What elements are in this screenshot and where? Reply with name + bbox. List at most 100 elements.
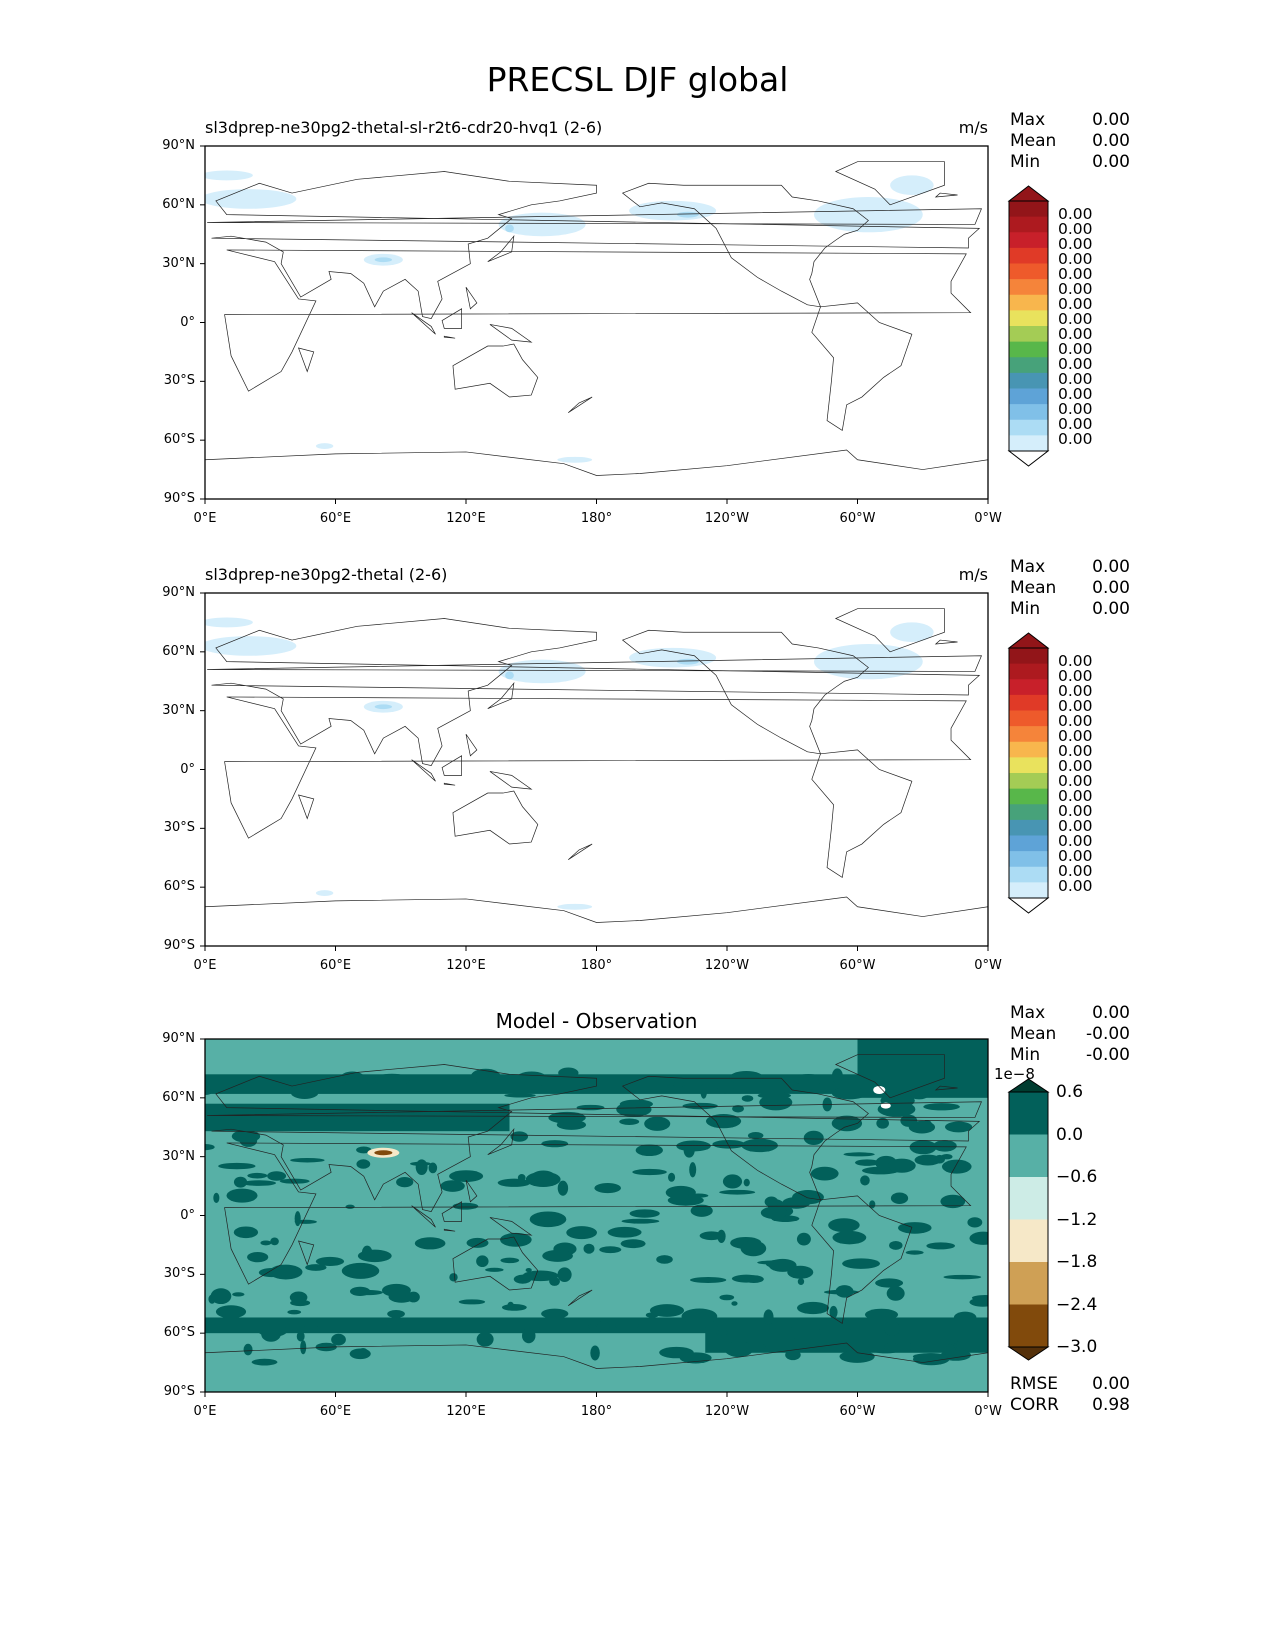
stat-value: 0.00 [1092,557,1130,577]
coastline [207,208,983,225]
diff-contour [542,1249,573,1262]
diff-contour [810,1166,839,1181]
diff-contour [969,1231,988,1245]
coastline [443,782,456,786]
diff-contour [233,1176,248,1188]
x-tick-label: 180° [580,1404,613,1419]
stat-label: Min [1010,1045,1041,1065]
diff-contour [470,1068,501,1084]
colorbar-frame [1008,200,1049,452]
diff-contour [869,1200,876,1209]
diff-contour [210,1288,232,1305]
coastline [811,302,913,431]
colorbar-label: −3.0 [1056,1337,1098,1357]
rmse-label: RMSE [1010,1374,1059,1394]
diff-contour [724,1341,754,1358]
coastline [621,182,869,308]
colorbar-label: 0.6 [1056,1082,1084,1102]
diff-contour [294,1211,301,1227]
diff-contour [742,1144,768,1150]
y-tick-label: 60°N [162,1089,195,1105]
coastline [441,755,462,776]
stat-label: Min [1010,152,1041,172]
colorbar-segment [1009,757,1048,774]
panel-title: sl3dprep-ne30pg2-thetal (2-6) [205,565,448,584]
colorbar-label: 0.00 [1058,220,1093,238]
stat-label: Max [1010,557,1046,577]
coastline [205,896,988,946]
diff-contour [775,1080,800,1093]
diff-contour [683,1142,695,1158]
precip-contour [505,224,514,233]
diff-contour [525,1268,532,1273]
diff-contour [497,1178,531,1187]
y-tick-label: 30°S [163,1266,195,1282]
y-tick-label: 0° [180,314,195,330]
diff-contour [907,1342,926,1351]
colorbar-segment [1009,788,1048,805]
colorbar-segment [1009,279,1048,296]
diff-contour [768,1258,797,1272]
stat-label: Max [1010,110,1046,130]
diff-contour [886,1286,905,1301]
colorbar-label: 0.00 [1058,652,1093,670]
diff-contour [831,1115,863,1132]
x-tick-label: 0°E [193,958,217,973]
diff-contour [940,1194,966,1209]
y-tick-label: 30°N [162,1148,195,1164]
diff-contour [621,1218,660,1224]
x-tick-label: 120°E [446,958,486,973]
stat-label: Min [1010,599,1041,619]
map-panel-3 [205,1039,988,1392]
diff-contour [719,1294,735,1301]
diff-contour [449,1273,458,1282]
colorbar-segment [1009,435,1048,452]
coastline [934,1085,958,1091]
corr-label: CORR [1010,1395,1059,1415]
diff-contour [205,1088,213,1095]
diff-contour [345,1204,355,1209]
coastline [443,335,456,339]
diff-contour [682,1102,718,1110]
diff-contour [583,1243,595,1254]
diff-contour [771,1326,799,1341]
coastline [29,750,129,877]
precip-contour [557,903,593,910]
precip-contour [205,617,253,628]
diff-contour [905,1250,924,1255]
coastline [465,734,478,757]
y-tick-label: 90°S [163,938,195,953]
coastline [452,1236,539,1291]
precip-contour [629,200,717,221]
diff-contour [596,1321,610,1333]
colorbar-segment [1009,1219,1048,1263]
coastline [834,1054,945,1099]
panel-title: Model - Observation [495,1009,698,1033]
diff-contour [700,1083,708,1099]
diff-contour [215,1305,247,1319]
coastline [441,308,462,329]
precip-contour [498,659,586,684]
x-tick-label: 60°W [839,958,876,973]
diff-contour [889,1240,903,1250]
coastline [567,843,593,861]
x-tick-label: 60°E [319,1404,352,1419]
diff-contour [396,1177,414,1188]
colorbar-segment [1009,726,1048,743]
diff-contour [507,1301,514,1309]
precip-contour [374,257,393,263]
diff-contour [943,1274,982,1280]
diff-contour [763,1309,774,1325]
diff-contour [785,1349,801,1361]
coastline [489,324,533,343]
diff-contour [331,1333,346,1346]
colorbar-label: 0.00 [1058,430,1093,448]
x-tick-label: 0°E [193,1404,217,1419]
diff-contour [525,1171,561,1188]
colorbar-segment [1009,819,1048,836]
diff-contour [258,1268,285,1278]
diff-contour [797,1278,805,1286]
coastline [811,1195,913,1324]
x-tick-label: 60°W [839,511,876,526]
colorbar-segment [1009,326,1048,343]
